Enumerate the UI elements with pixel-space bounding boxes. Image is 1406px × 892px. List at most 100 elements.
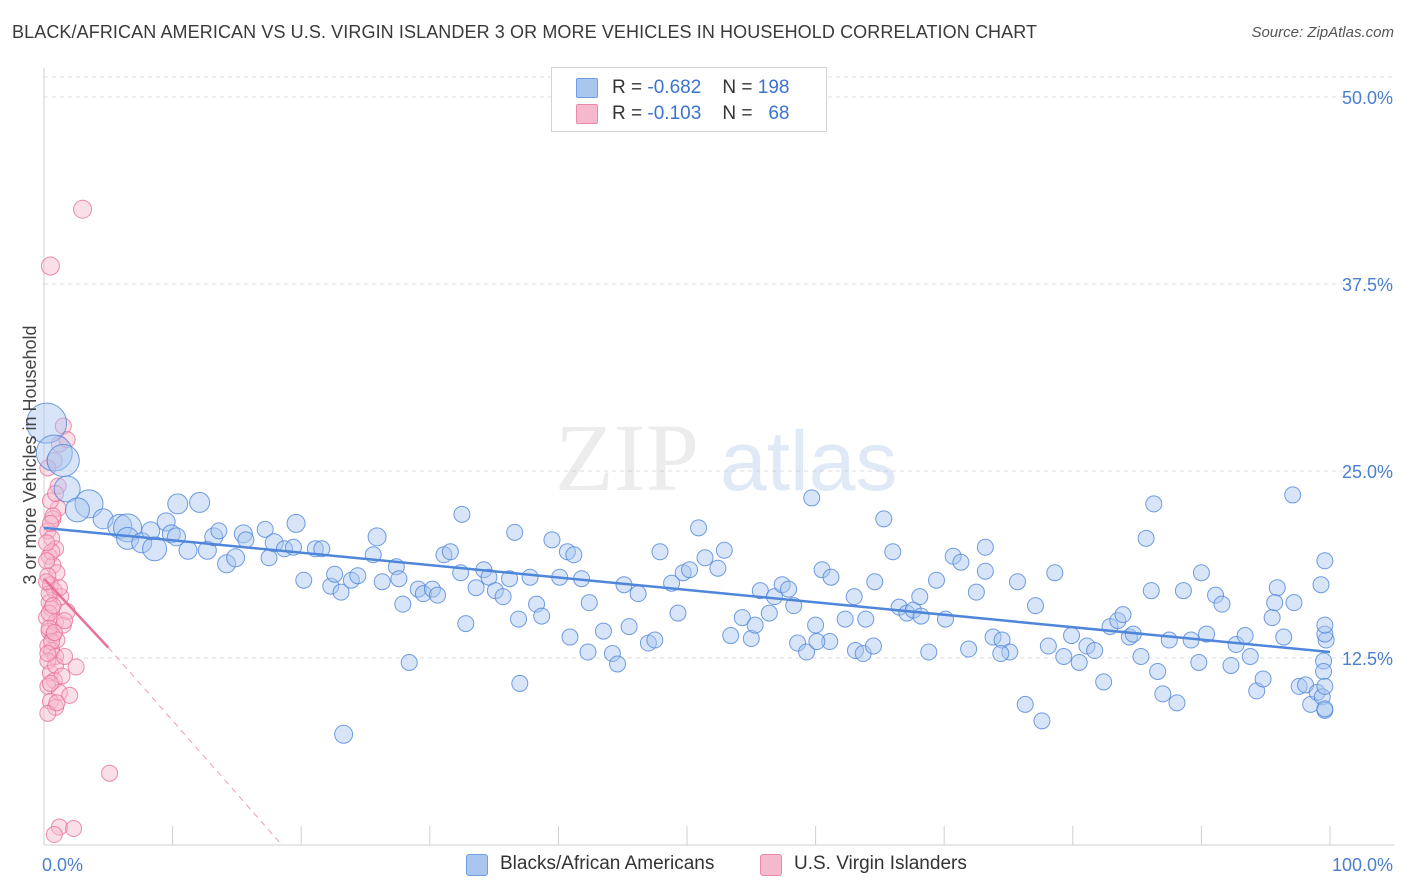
blue-point (226, 548, 246, 568)
blue-point (1317, 631, 1335, 649)
blue-point (1063, 627, 1081, 645)
blue-point (414, 585, 432, 603)
bottom-blue-swatch (466, 854, 488, 876)
blue-point (579, 643, 597, 661)
blue-point (927, 571, 945, 589)
blue-point (256, 520, 274, 538)
blue-point (1213, 595, 1231, 613)
bottom-blue-label: Blacks/African Americans (500, 853, 715, 874)
y-tick-label: 37.5% (1342, 275, 1393, 295)
x-tick-label-start: 0.0% (42, 855, 83, 875)
blue-point (275, 540, 293, 558)
blue-point (521, 568, 539, 586)
blue-point (1275, 628, 1293, 646)
blue-point (1312, 576, 1330, 594)
legend-blue-n-label: N = (722, 77, 753, 98)
pink-point (101, 764, 119, 782)
blue-point (875, 510, 893, 528)
blue-point (53, 475, 81, 503)
pink-point (43, 529, 61, 547)
pink-point (43, 543, 61, 561)
blue-point (580, 594, 598, 612)
legend-pink-r-value: -0.103 (647, 103, 702, 124)
blue-point (1198, 625, 1216, 643)
blue-point (1254, 670, 1272, 688)
blue-point (821, 633, 839, 651)
pink-point (44, 597, 62, 615)
blue-point (1263, 609, 1281, 627)
blue-point (1207, 586, 1225, 604)
blue-point (141, 521, 161, 541)
blue-point (1285, 594, 1303, 612)
pink-trend-line (43, 577, 110, 649)
blue-point (400, 653, 418, 671)
pink-point (40, 256, 60, 276)
axis-labels: 12.5% 25.0% 37.5% 50.0% 0.0% 100.0% 3 or more … (20, 88, 1393, 875)
blue-point (629, 585, 647, 603)
blue-point (1039, 637, 1057, 655)
blue-point (1222, 656, 1240, 674)
blue-point (690, 519, 708, 537)
blue-point (760, 604, 778, 622)
blue-point (1009, 573, 1027, 591)
pink-point (47, 484, 65, 502)
blue-point (1174, 582, 1192, 600)
blue-point (669, 604, 687, 622)
bottom-pink-swatch (760, 854, 782, 876)
legend-blue-r-label: R = (612, 77, 643, 98)
blue-point (742, 630, 760, 648)
pink-point (56, 612, 74, 630)
blue-point (1137, 529, 1155, 547)
blue-point (237, 531, 255, 549)
blue-point (510, 610, 528, 628)
axes (43, 68, 1394, 846)
blue-point (696, 549, 714, 567)
blue-point (1154, 685, 1172, 703)
correlation-legend: R = -0.682 N = 198 R = -0.103 N = 68 (551, 67, 827, 132)
blue-point (286, 513, 306, 533)
blue-point (722, 627, 740, 645)
pink-point (61, 686, 79, 704)
legend-blue-r-value: -0.682 (647, 77, 702, 98)
legend-pink-r-label: R = (612, 103, 643, 124)
blue-point (46, 444, 80, 478)
blue-point (1268, 579, 1286, 597)
y-tick-label: 50.0% (1342, 88, 1393, 108)
blue-point (511, 674, 529, 692)
blue-point (681, 561, 699, 579)
blue-point (1132, 648, 1150, 666)
trend-lines (43, 526, 1331, 846)
pink-point (41, 674, 59, 692)
blue-point (746, 616, 764, 634)
blue-point (993, 631, 1011, 649)
blue-point (620, 618, 638, 636)
blue-point (709, 559, 727, 577)
blue-point (733, 609, 751, 627)
blue-point (233, 524, 253, 544)
pink-point (47, 656, 65, 674)
blue-point (189, 491, 211, 513)
blue-point (1046, 564, 1064, 582)
blue-point (543, 531, 561, 549)
blue-point (1192, 564, 1210, 582)
pink-trend-extension (107, 647, 283, 846)
blue-point (1168, 694, 1186, 712)
pink-point (40, 547, 58, 565)
blue-point (1315, 662, 1333, 680)
blue-point (1190, 653, 1208, 671)
blue-point (142, 536, 168, 562)
blue-point (960, 640, 978, 658)
blue-point (334, 724, 354, 744)
blue-point (1145, 495, 1163, 513)
watermark-zip: ZIP (555, 404, 699, 511)
y-axis-label: 3 or more Vehicles in Household (20, 325, 40, 584)
blue-point (506, 523, 524, 541)
blue-point (646, 631, 664, 649)
blue-swatch (576, 78, 598, 98)
blue-point (156, 512, 176, 532)
source-label: Source: ZipAtlas.com (1251, 24, 1394, 41)
blue-point (976, 538, 994, 556)
blue-point (457, 615, 475, 633)
blue-point (976, 562, 994, 580)
